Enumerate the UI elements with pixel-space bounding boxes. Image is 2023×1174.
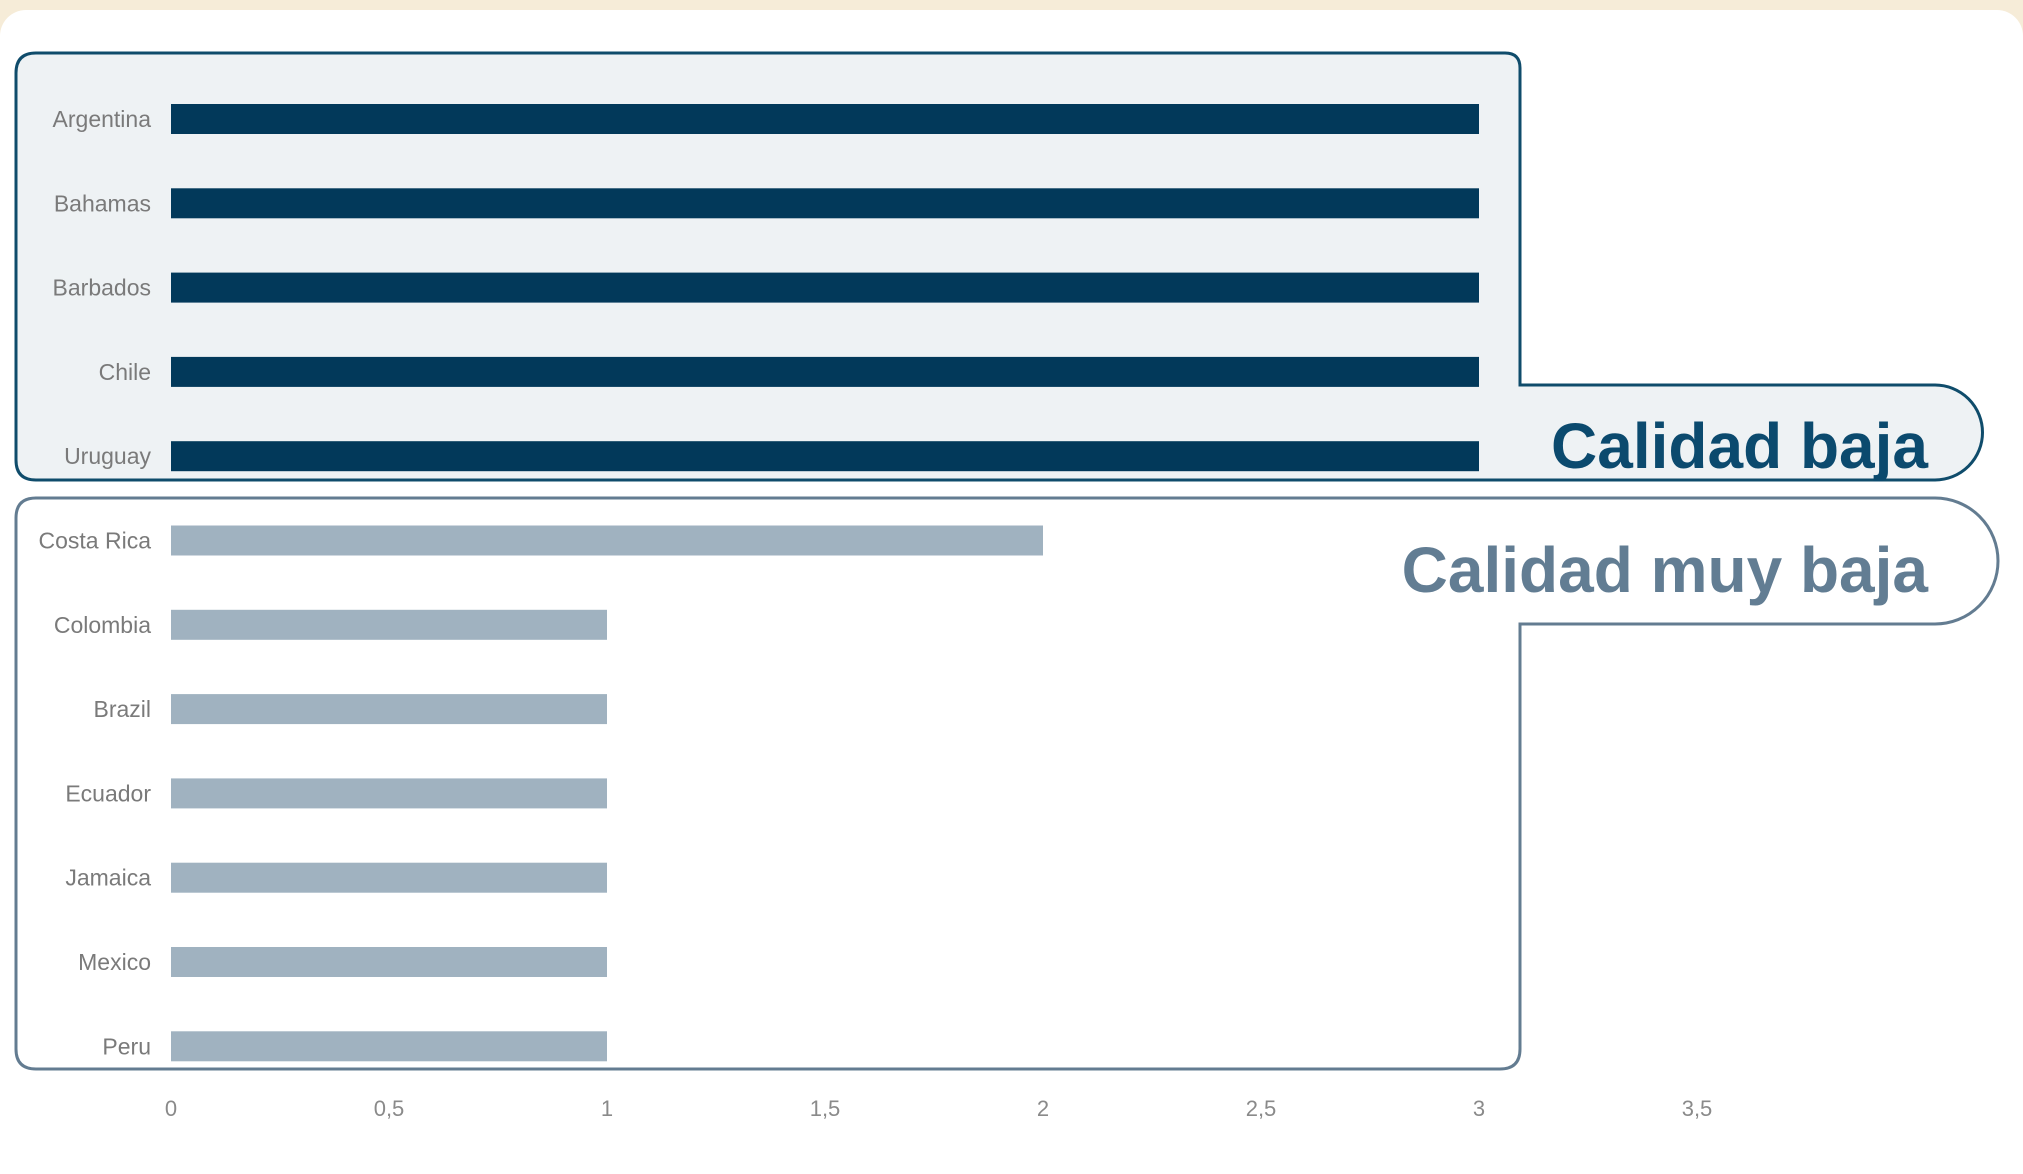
- x-tick-label: 2: [1037, 1096, 1049, 1121]
- bar-brazil: [171, 694, 607, 725]
- x-tick-label: 0,5: [374, 1096, 405, 1121]
- x-tick-label: 2,5: [1246, 1096, 1277, 1121]
- bars-layer: [171, 104, 1479, 1062]
- bar-chart: Calidad baja Calidad muy baja Argentina B…: [14, 51, 2000, 1121]
- category-label: Colombia: [54, 612, 151, 638]
- category-labels: Argentina Bahamas Barbados Chile Uruguay Cost…: [39, 106, 152, 1059]
- x-tick-label: 0: [165, 1096, 177, 1121]
- group-box-calidad-muy-baja: [14, 496, 2000, 1071]
- bar-jamaica: [171, 862, 607, 893]
- x-tick-label: 3,5: [1682, 1096, 1713, 1121]
- bar-colombia: [171, 609, 607, 640]
- x-tick-label: 1,5: [810, 1096, 841, 1121]
- bar-bahamas: [171, 188, 1479, 219]
- category-label: Ecuador: [65, 780, 151, 806]
- x-tick-label: 1: [601, 1096, 613, 1121]
- bar-mexico: [171, 947, 607, 977]
- bar-peru: [171, 1031, 607, 1062]
- category-label: Argentina: [53, 106, 152, 132]
- category-label: Bahamas: [54, 190, 151, 216]
- bar-costa-rica: [171, 525, 1043, 556]
- bar-barbados: [171, 272, 1479, 303]
- category-label: Barbados: [53, 275, 151, 301]
- chart-card: Calidad baja Calidad muy baja Argentina B…: [0, 10, 2023, 1174]
- category-label: Peru: [102, 1033, 151, 1059]
- category-label: Uruguay: [64, 443, 151, 469]
- category-label: Costa Rica: [39, 528, 152, 554]
- bar-ecuador: [171, 778, 607, 809]
- bar-uruguay: [171, 441, 1479, 472]
- category-label: Mexico: [78, 949, 151, 975]
- group-label-calidad-baja: Calidad baja: [1551, 410, 1928, 482]
- x-axis-tick-labels: 0 0,5 1 1,5 2 2,5 3 3,5: [165, 1096, 1712, 1121]
- group-label-calidad-muy-baja: Calidad muy baja: [1402, 534, 1929, 606]
- bar-argentina: [171, 104, 1479, 134]
- bar-chile: [171, 356, 1479, 387]
- x-tick-label: 3: [1473, 1096, 1485, 1121]
- category-label: Jamaica: [65, 865, 151, 891]
- category-label: Chile: [99, 359, 151, 385]
- category-label: Brazil: [93, 696, 151, 722]
